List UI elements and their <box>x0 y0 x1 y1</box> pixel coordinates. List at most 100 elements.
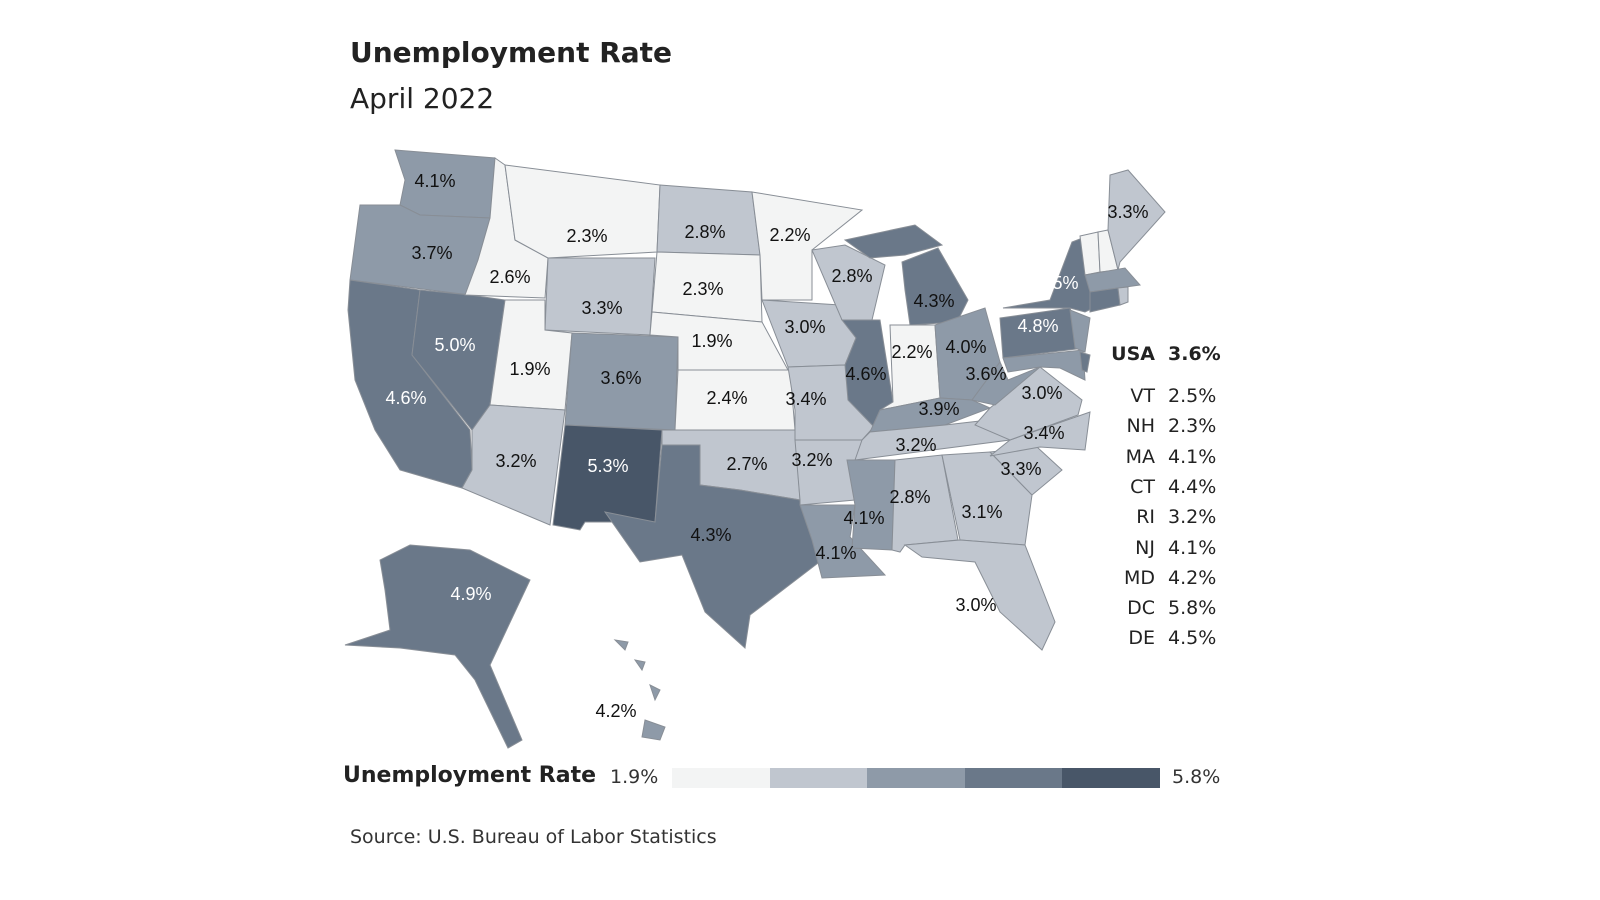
side-item-vt: VT 2.5% <box>1100 385 1216 407</box>
state-label-wv: 3.6% <box>965 364 1006 384</box>
state-label-ny: 4.5% <box>1037 273 1078 293</box>
state-label-nm: 5.3% <box>587 456 628 476</box>
state-label-mo: 3.4% <box>785 389 826 409</box>
state-label-mn: 2.2% <box>769 225 810 245</box>
state-label-il: 4.6% <box>845 364 886 384</box>
state-label-or: 3.7% <box>411 243 452 263</box>
state-label-ne: 1.9% <box>691 331 732 351</box>
side-item-ct: CT 4.4% <box>1100 476 1216 498</box>
state-label-ia: 3.0% <box>784 317 825 337</box>
state-wi <box>811 244 886 321</box>
state-tx <box>603 444 823 649</box>
legend-bin-1 <box>672 768 770 788</box>
state-value: 2.3% <box>1168 415 1217 438</box>
side-item-nj: NJ 4.1% <box>1100 537 1216 559</box>
state-label-ut: 1.9% <box>509 359 550 379</box>
state-label-nd: 2.8% <box>684 222 725 242</box>
legend-bin-4 <box>964 768 1062 788</box>
state-il <box>840 319 894 429</box>
state-abbr: NJ <box>1135 536 1155 559</box>
state-label-sd: 2.3% <box>682 279 723 299</box>
legend-bin-3 <box>867 768 965 788</box>
state-label-nc: 3.4% <box>1023 423 1064 443</box>
state-label-nv: 5.0% <box>434 335 475 355</box>
state-abbr: RI <box>1136 506 1155 529</box>
side-item-md: MD 4.2% <box>1100 567 1216 589</box>
state-ga <box>941 451 1033 546</box>
usa-rate: USA 3.6% <box>1100 343 1221 365</box>
state-abbr: CT <box>1130 475 1155 498</box>
state-ri <box>1117 286 1129 306</box>
state-abbr: VT <box>1130 385 1155 407</box>
state-value: 4.4% <box>1168 475 1217 498</box>
state-value: 4.2% <box>1168 566 1217 589</box>
side-item-ri: RI 3.2% <box>1100 506 1216 528</box>
state-label-ak: 4.9% <box>450 584 491 604</box>
state-ct <box>1089 287 1121 313</box>
state-label-az: 3.2% <box>495 451 536 471</box>
state-label-oh: 4.0% <box>945 337 986 357</box>
state-value: 4.5% <box>1168 627 1217 650</box>
map-title: Unemployment Rate <box>350 36 673 69</box>
state-label-id: 2.6% <box>489 267 530 287</box>
state-label-ar: 3.2% <box>791 450 832 470</box>
state-label-sc: 3.3% <box>1000 459 1041 479</box>
state-hi-island <box>613 639 629 651</box>
state-abbr: MD <box>1123 566 1155 589</box>
side-item-de: DE 4.5% <box>1100 627 1216 649</box>
state-label-mi: 4.3% <box>913 291 954 311</box>
map-subtitle: April 2022 <box>350 82 495 115</box>
state-value: 2.5% <box>1168 385 1217 407</box>
state-label-ky: 3.9% <box>918 399 959 419</box>
side-item-ma: MA 4.1% <box>1100 445 1217 468</box>
state-value: 4.1% <box>1168 536 1217 559</box>
state-mn <box>751 191 864 301</box>
state-nj <box>1069 309 1091 353</box>
state-label-tn: 3.2% <box>895 435 936 455</box>
state-mt <box>504 164 661 259</box>
state-label-ok: 2.7% <box>726 454 767 474</box>
legend-bin-2 <box>769 768 867 788</box>
side-item-nh: NH 2.3% <box>1100 415 1217 438</box>
state-value: 4.1% <box>1168 445 1217 468</box>
state-label-ks: 2.4% <box>706 388 747 408</box>
state-abbr: NH <box>1126 415 1156 438</box>
usa-label: USA <box>1111 343 1155 365</box>
source-note: Source: U.S. Bureau of Labor Statistics <box>350 826 717 848</box>
state-az <box>461 404 566 526</box>
state-label-mt: 2.3% <box>566 226 607 246</box>
state-label-fl: 3.0% <box>955 595 996 615</box>
state-label-me: 3.3% <box>1107 202 1148 222</box>
state-abbr: DE <box>1128 627 1155 650</box>
state-mi <box>901 247 969 326</box>
state-label-in: 2.2% <box>891 342 932 362</box>
state-label-ms: 4.1% <box>843 508 884 528</box>
state-hi <box>641 719 666 741</box>
state-fl <box>903 539 1056 651</box>
state-label-wa: 4.1% <box>414 171 455 191</box>
state-ar <box>794 439 863 506</box>
state-wy <box>544 257 656 336</box>
state-label-wy: 3.3% <box>581 298 622 318</box>
state-label-co: 3.6% <box>600 368 641 388</box>
usa-value: 3.6% <box>1168 343 1221 365</box>
legend-title: Unemployment Rate <box>343 763 597 788</box>
state-value: 3.2% <box>1168 506 1217 529</box>
state-ak <box>344 544 531 749</box>
state-abbr: DC <box>1127 597 1155 620</box>
state-label-pa: 4.8% <box>1017 316 1058 336</box>
state-label-ga: 3.1% <box>961 502 1002 522</box>
state-label-la: 4.1% <box>815 543 856 563</box>
state-abbr: MA <box>1125 445 1155 468</box>
legend-min: 1.9% <box>610 766 659 788</box>
state-ma <box>1084 267 1141 293</box>
legend-max: 5.8% <box>1172 766 1221 788</box>
legend-color-bar <box>672 768 1160 788</box>
state-de <box>1079 351 1091 373</box>
state-ms <box>846 459 896 551</box>
state-label-al: 2.8% <box>889 487 930 507</box>
state-value: 5.8% <box>1168 597 1217 620</box>
state-label-va: 3.0% <box>1021 383 1062 403</box>
side-item-dc: DC 5.8% <box>1100 597 1216 619</box>
